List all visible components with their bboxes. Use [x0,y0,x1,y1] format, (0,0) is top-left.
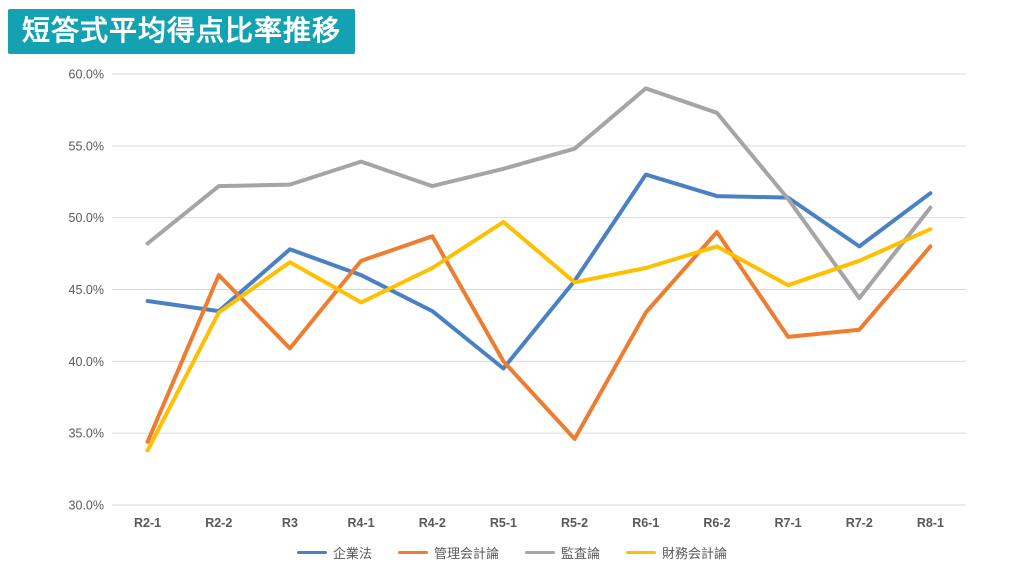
legend-swatch-icon [525,550,555,555]
y-axis-tick-label: 40.0% [69,355,104,369]
x-axis-category-label: R6-1 [632,516,659,530]
legend-item-2: 監査論 [525,543,600,562]
legend-label: 企業法 [332,546,372,561]
x-axis-category-label: R7-1 [775,516,802,530]
x-axis-category-label: R5-2 [561,516,588,530]
x-axis-category-label: R2-1 [134,516,161,530]
legend-label: 財務会計論 [662,546,728,561]
y-axis-tick-label: 60.0% [69,68,104,82]
legend-item-3: 財務会計論 [626,543,727,562]
x-axis-category-label: R2-2 [205,516,232,530]
x-axis-category-label: R6-2 [703,516,730,530]
series-line-3 [145,220,933,453]
y-axis-tick-label: 50.0% [69,211,104,225]
legend-item-1: 管理会計論 [397,543,499,562]
chart-legend: 企業法 管理会計論 監査論 財務会計論 [0,543,1024,562]
x-axis-category-label: R5-1 [490,516,517,530]
x-axis-category-label: R7-2 [846,516,873,530]
y-axis-tick-label: 45.0% [69,283,104,297]
legend-swatch-icon [626,550,657,555]
x-axis-category-label: R4-1 [348,516,375,530]
y-axis-tick-label: 35.0% [69,427,104,441]
legend-swatch-icon [397,550,428,555]
series-line-2 [145,86,933,301]
line-chart-svg: 30.0% 35.0% 40.0% 45.0% 50.0% 55.0% 60.0% R2-1 R… [69,68,966,530]
x-axis-category-label: R8-1 [917,516,944,530]
y-axis-tick-label: 55.0% [69,139,104,153]
legend-label: 監査論 [561,546,601,561]
series-line-1 [145,230,933,444]
page-title: 短答式平均得点比率推移 [8,9,356,54]
legend-swatch-icon [296,550,327,555]
y-axis-tick-label: 30.0% [69,499,104,513]
x-axis-category-label: R3 [282,516,298,530]
legend-item-0: 企業法 [296,543,372,562]
x-axis-category-label: R4-2 [419,516,446,530]
series-line-0 [145,172,933,371]
chart-area: 30.0% 35.0% 40.0% 45.0% 50.0% 55.0% 60.0% R2-1 R… [0,60,1024,540]
legend-label: 管理会計論 [433,546,499,561]
